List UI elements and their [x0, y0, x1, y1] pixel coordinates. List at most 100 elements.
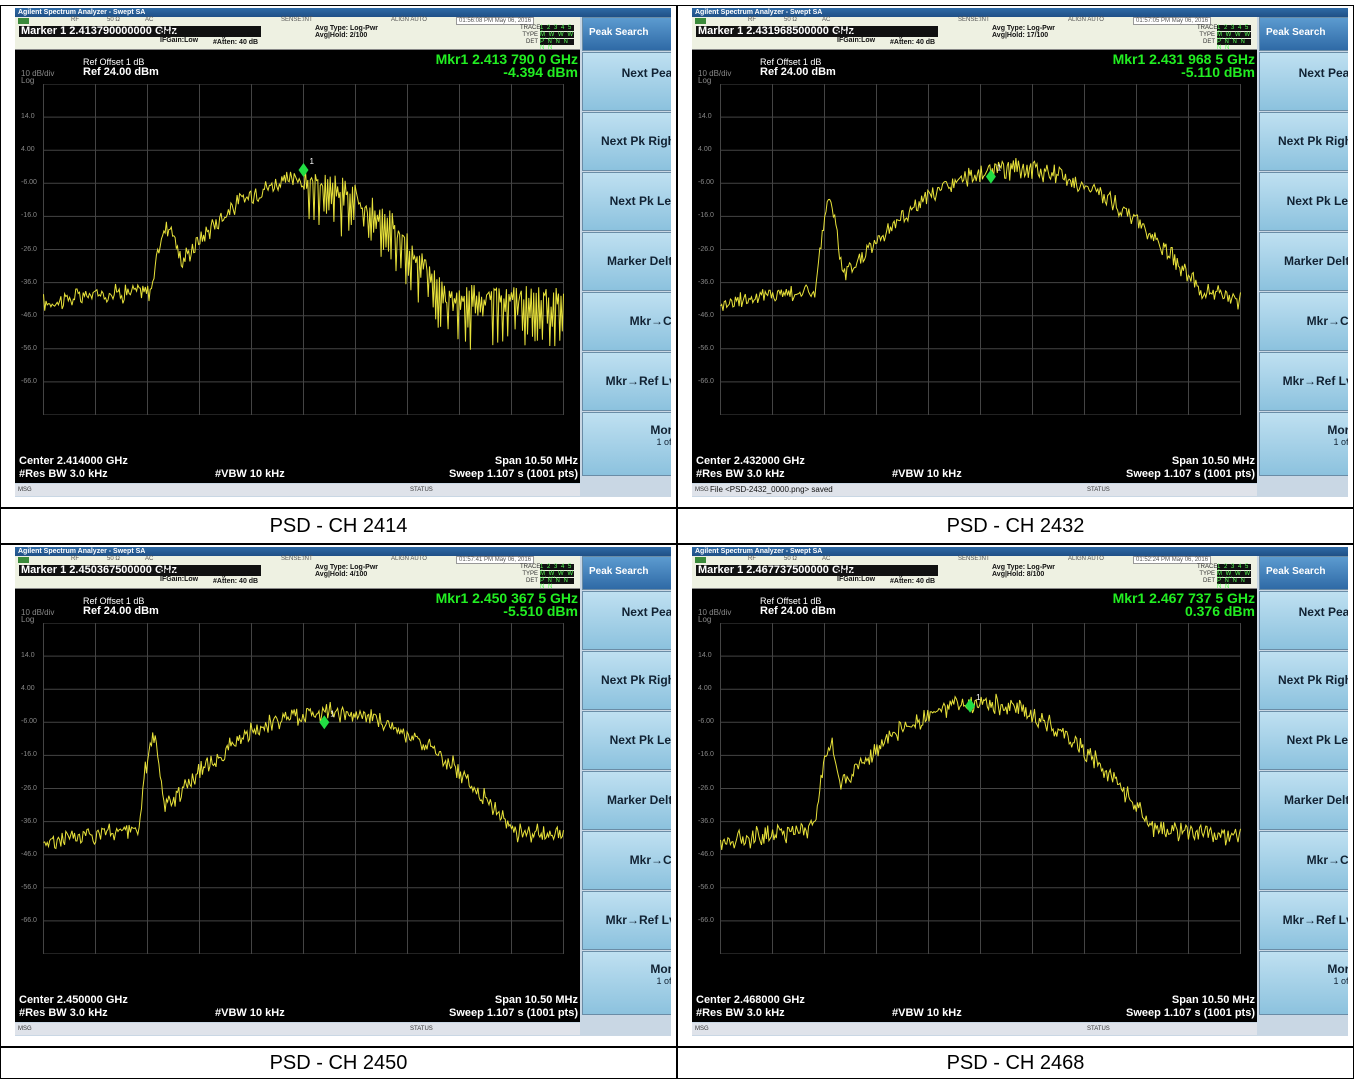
message-bar: MSG STATUS [15, 484, 580, 496]
log-scale-label: Log [21, 76, 35, 85]
softkey-more[interactable]: More1 of 2 [582, 951, 671, 1015]
softkey-mkr-cf[interactable]: Mkr→CF [1259, 831, 1348, 890]
softkey-more[interactable]: More1 of 2 [1259, 412, 1348, 476]
softkey-more[interactable]: More1 of 2 [1259, 951, 1348, 1015]
softkey-next-peak[interactable]: Next Peak [582, 591, 671, 650]
marker-1-diamond[interactable] [298, 163, 309, 178]
y-tick-label: -26.0 [21, 245, 37, 253]
table-cell: Agilent Spectrum Analyzer - Swept SA RF 50… [677, 544, 1354, 1047]
trace-status-value: 1 2 3 4 5 6 [1217, 25, 1251, 37]
softkey-next-pk-right[interactable]: Next Pk Right [582, 112, 671, 171]
softkey-mkr-ref-lvl[interactable]: Mkr→Ref Lvl [1259, 352, 1348, 411]
y-tick-label: -66.0 [21, 916, 37, 924]
video-bandwidth: #VBW 10 kHz [215, 468, 285, 480]
analyzer-info-bar: RF 50 Ω AC SENSE:INT ALIGN AUTO 01:52:24 PM M… [692, 556, 1257, 590]
atten-setting: #Atten: 40 dB [890, 39, 936, 46]
softkey-mkr-cf[interactable]: Mkr→CF [582, 831, 671, 890]
y-tick-label: -46.0 [698, 311, 714, 319]
softkey-next-peak[interactable]: Next Peak [582, 52, 671, 111]
softkey-more[interactable]: More1 of 2 [582, 412, 671, 476]
strip-ac: AC [145, 17, 154, 23]
y-tick-label: -16.0 [21, 212, 37, 220]
y-tick-label: 4.00 [698, 685, 712, 693]
softkey-marker-delta[interactable]: Marker Delta [582, 232, 671, 291]
sweep-time: Sweep 1.107 s (1001 pts) [448, 468, 578, 480]
atten-setting: #Atten: 40 dB [890, 578, 936, 585]
trace-status-value: P N N N N N [1217, 39, 1251, 51]
softkey-mkr-ref-lvl[interactable]: Mkr→Ref Lvl [582, 352, 671, 411]
spectrum-display: Ref Offset 1 dB Ref 24.00 dBm 10 dB/div Log… [692, 589, 1257, 1022]
spectrum-trace [720, 158, 1241, 311]
spectrum-plot[interactable]: 1 [43, 623, 564, 954]
softkey-next-pk-left[interactable]: Next Pk Left [1259, 172, 1348, 231]
y-tick-label: -56.0 [21, 883, 37, 891]
y-tick-label: -26.0 [698, 245, 714, 253]
spectrum-plot[interactable]: 1 [720, 84, 1241, 415]
ref-level: Ref 24.00 dBm [760, 605, 836, 617]
status-label: STATUS [1087, 1026, 1110, 1032]
y-tick-label: -16.0 [21, 751, 37, 759]
marker-frequency-input[interactable]: Marker 1 2.467737500000 GHz [696, 565, 938, 576]
softkey-mkr-ref-lvl[interactable]: Mkr→Ref Lvl [1259, 891, 1348, 950]
softkey-next-pk-left[interactable]: Next Pk Left [582, 711, 671, 770]
softkey-next-pk-right[interactable]: Next Pk Right [1259, 651, 1348, 710]
center-frequency: Center 2.468000 GHz [696, 994, 805, 1006]
sweep-time: Sweep 1.107 s (1001 pts) [1125, 1007, 1255, 1019]
marker-number-label: 1 [310, 157, 315, 166]
softkey-marker-delta[interactable]: Marker Delta [1259, 232, 1348, 291]
marker-frequency-input[interactable]: Marker 1 2.413790000000 GHz [19, 26, 261, 37]
softkey-marker-delta[interactable]: Marker Delta [1259, 771, 1348, 830]
analyzer-title-bar: Agilent Spectrum Analyzer - Swept SA [15, 8, 671, 17]
scale-per-div: 10 dB/div [698, 608, 732, 617]
status-label: STATUS [410, 487, 433, 493]
marker-1-diamond[interactable] [985, 169, 996, 184]
softkey-mkr-cf[interactable]: Mkr→CF [582, 292, 671, 351]
softkey-next-pk-left[interactable]: Next Pk Left [582, 172, 671, 231]
softkey-marker-delta[interactable]: Marker Delta [582, 771, 671, 830]
y-tick-label: -6.00 [698, 718, 714, 726]
softkey-next-peak[interactable]: Next Peak [1259, 52, 1348, 111]
avg-type: Avg Type: Log-Pwr [315, 564, 378, 571]
spectrum-plot[interactable]: 1 [720, 623, 1241, 954]
softkey-more-page: 1 of 2 [656, 437, 671, 447]
softkey-next-pk-right[interactable]: Next Pk Right [1259, 112, 1348, 171]
softkey-mkr-ref-lvl[interactable]: Mkr→Ref Lvl [582, 891, 671, 950]
marker-1-diamond[interactable] [319, 715, 330, 730]
frequency-span: Span 10.50 MHz [1171, 994, 1255, 1006]
status-label: STATUS [1087, 487, 1110, 493]
y-tick-label: 14.0 [698, 113, 712, 121]
frequency-span: Span 10.50 MHz [494, 994, 578, 1006]
marker-frequency-input[interactable]: Marker 1 2.450367500000 GHz [19, 565, 261, 576]
y-tick-label: 14.0 [21, 652, 35, 660]
analyzer-title-bar: Agilent Spectrum Analyzer - Swept SA [692, 8, 1348, 17]
frequency-span: Span 10.50 MHz [494, 455, 578, 467]
softkey-next-pk-right[interactable]: Next Pk Right [582, 651, 671, 710]
marker-number-label: 1 [997, 164, 1002, 173]
softkey-more-label: More [1327, 423, 1348, 437]
trace-status-value: M W W W W W [540, 571, 574, 583]
analyzer-info-bar: RF 50 Ω AC SENSE:INT ALIGN AUTO 01:57:41 PM M… [15, 556, 580, 590]
marker-1-diamond[interactable] [965, 698, 976, 713]
avg-hold: Avg|Hold: 2/100 [315, 32, 368, 39]
softkey-next-peak[interactable]: Next Peak [1259, 591, 1348, 650]
y-tick-label: -36.0 [21, 817, 37, 825]
y-tick-label: -66.0 [698, 916, 714, 924]
marker-readout-frequency: Mkr1 2.467 737 5 GHz [1112, 590, 1255, 606]
center-frequency: Center 2.432000 GHz [696, 455, 805, 467]
table-cell: Agilent Spectrum Analyzer - Swept SA RF 50… [0, 5, 677, 508]
softkey-menu-title: Peak Search [582, 17, 671, 51]
softkey-next-pk-left[interactable]: Next Pk Left [1259, 711, 1348, 770]
spectrum-plot[interactable]: 1 [43, 84, 564, 415]
strip-sense: SENSE:INT [958, 17, 990, 23]
lxi-indicator [695, 557, 706, 563]
marker-readout-frequency: Mkr1 2.431 968 5 GHz [1112, 51, 1255, 67]
ifgain-setting: IFGain:Low [837, 37, 876, 44]
y-tick-label: -36.0 [698, 817, 714, 825]
msg-label: MSG [18, 487, 32, 493]
video-bandwidth: #VBW 10 kHz [892, 1007, 962, 1019]
trace-status-value: P N N N N N [540, 578, 574, 590]
softkey-menu-title: Peak Search [1259, 17, 1348, 51]
softkey-mkr-cf[interactable]: Mkr→CF [1259, 292, 1348, 351]
spectrum-analyzer-screenshot: Agilent Spectrum Analyzer - Swept SA RF 50… [692, 547, 1348, 1036]
marker-frequency-input[interactable]: Marker 1 2.431968500000 GHz [696, 26, 938, 37]
